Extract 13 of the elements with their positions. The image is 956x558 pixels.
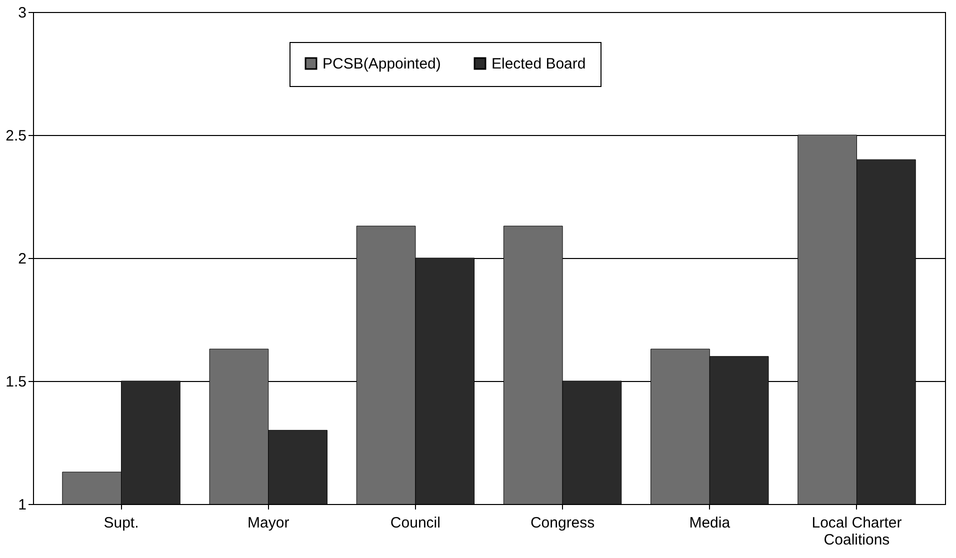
y-tick-label: 2 xyxy=(18,250,26,268)
x-tick-label: Media xyxy=(689,514,731,532)
x-tick-label: Mayor xyxy=(248,514,290,532)
y-tick-label: 3 xyxy=(18,4,26,22)
y-tick-label: 2.5 xyxy=(6,128,26,144)
x-tick-label: Congress xyxy=(530,514,595,532)
y-tick-label: 1 xyxy=(18,496,26,514)
legend-label: Elected Board xyxy=(492,56,586,73)
x-tick-label: Local Charter Coalitions xyxy=(812,514,902,548)
y-tick-label: 1.5 xyxy=(6,374,26,390)
x-tick-label: Supt. xyxy=(104,514,139,532)
x-tick-label: Council xyxy=(390,514,440,532)
legend-label: PCSB(Appointed) xyxy=(322,56,441,73)
